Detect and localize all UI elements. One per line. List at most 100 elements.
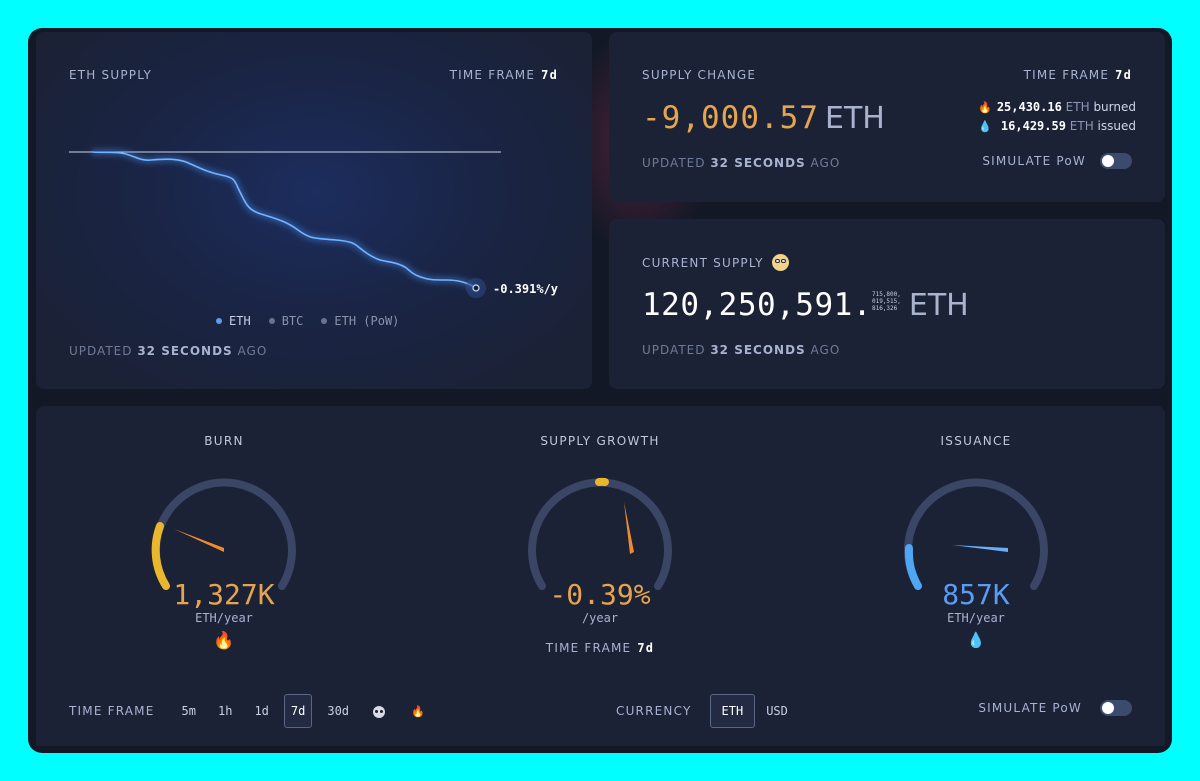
burn-gauge-value: 1,327K [173, 578, 275, 611]
issuance-gauge-unit: ETH/year [947, 611, 1005, 625]
supply-change-updated: UPDATED 32 SECONDS AGO [642, 156, 840, 170]
burn-gauge-needle [174, 529, 224, 552]
burn-gauge-fill [151, 522, 170, 590]
fire-icon: 🔥 [978, 101, 992, 114]
time-frame-selector-label: TIME FRAME [69, 704, 155, 718]
legend-eth-dot [216, 317, 222, 324]
supply-growth-gauge-track [528, 478, 672, 590]
issuance-gauge-readout: 857K ETH/year 💧 [876, 578, 1076, 649]
time-frame-value: 7d [541, 68, 558, 82]
eth-supply-updated: UPDATED 32 SECONDS AGO [69, 344, 267, 358]
eth-supply-time-frame: TIME FRAME 7d [450, 68, 558, 82]
burn-gauge: BURN [124, 434, 324, 448]
supply-growth-gauge-needle [624, 502, 634, 554]
legend-btc[interactable]: BTC [268, 314, 304, 328]
issued-value: 16,429.59 [1000, 119, 1066, 133]
supply-line [91, 151, 477, 289]
burn-gauge-unit: ETH/year [195, 611, 253, 625]
issuance-gauge-needle [952, 545, 1008, 552]
updated-prefix: UPDATED [69, 344, 133, 358]
supply-change-title: SUPPLY CHANGE [642, 68, 757, 82]
current-supply-title: CURRENT SUPPLY [642, 255, 764, 270]
supply-growth-gauge-value: -0.39% [549, 578, 651, 611]
currency-usd-button[interactable]: USD [766, 704, 788, 718]
simulate-pow-label: SIMULATE PoW [982, 154, 1086, 168]
decimals-line-2: 019,515, [871, 298, 901, 305]
burned-stat: 🔥 25,430.16 ETH burned [978, 100, 1136, 114]
legend-eth-pow-dot [321, 317, 328, 324]
eth-supply-card: ETH SUPPLY TIME FRAME 7d -0.391%/y ETH BT… [36, 32, 592, 389]
bottom-simulate-pow-control: SIMULATE PoW [978, 700, 1132, 716]
dashboard-frame: ETH SUPPLY TIME FRAME 7d -0.391%/y ETH BT… [28, 28, 1172, 753]
burned-label: burned [1093, 100, 1136, 114]
supply-growth-gauge-dial [528, 477, 672, 590]
supply-growth-gauge-unit: /year [581, 611, 619, 625]
burned-value: 25,430.16 [996, 100, 1062, 114]
legend-eth-label: ETH [229, 314, 251, 328]
current-supply-unit: ETH [908, 288, 969, 323]
decimals-line-3: 816,326 [871, 305, 898, 312]
currency-selector: CURRENCY ETH USD [616, 694, 791, 728]
issuance-gauge-title: ISSUANCE [940, 434, 1012, 448]
time-frame-1d-button[interactable]: 1d [254, 704, 269, 718]
nerd-emoji-icon [771, 254, 789, 271]
updated-prefix: UPDATED [642, 343, 706, 357]
fire-icon: 🔥 [213, 631, 235, 651]
time-frame-30d-button[interactable]: 30d [327, 704, 350, 718]
control-bar: TIME FRAME 5m 1h 1d 7d 30d 🔥 CURRENCY ET… [36, 678, 1165, 746]
current-supply-title-row: CURRENT SUPPLY [642, 254, 789, 271]
legend-eth-pow-label: ETH (PoW) [334, 314, 400, 328]
currency-eth-button[interactable]: ETH [709, 694, 756, 728]
burn-gauge-dial [151, 478, 296, 590]
legend-eth[interactable]: ETH [216, 314, 251, 328]
droplet-icon: 💧 [966, 631, 986, 649]
simulate-pow-toggle[interactable] [1100, 153, 1132, 169]
time-frame-label: TIME FRAME [1023, 68, 1110, 82]
time-frame-value: 7d [1115, 68, 1132, 82]
legend-btc-dot [268, 317, 275, 324]
eth-supply-title: ETH SUPPLY [69, 68, 153, 82]
current-supply-updated: UPDATED 32 SECONDS AGO [642, 343, 840, 357]
issued-label: issued [1097, 119, 1136, 133]
time-frame-1h-button[interactable]: 1h [217, 704, 233, 718]
supply-change-amount-row: -9,000.57 ETH [642, 100, 885, 136]
updated-suffix: AGO [810, 156, 841, 170]
burned-unit: ETH [1065, 100, 1090, 114]
panda-icon[interactable] [364, 697, 394, 725]
issuance-gauge: ISSUANCE [876, 434, 1076, 448]
burn-gauge-track [152, 478, 296, 590]
updated-prefix: UPDATED [642, 156, 706, 170]
currency-selector-label: CURRENCY [616, 704, 692, 718]
issuance-gauge-dial [904, 478, 1048, 590]
legend-btc-label: BTC [281, 314, 304, 328]
supply-end-label: -0.391%/y [493, 282, 558, 296]
chart-legend: ETH BTC ETH (PoW) [216, 314, 399, 328]
flame-small-icon[interactable]: 🔥 [411, 704, 425, 718]
droplet-icon: 💧 [978, 120, 992, 133]
current-supply-decimals: 715,800, 019,515, 816,326 [872, 291, 901, 312]
issued-stat: 💧 16,429.59 ETH issued [978, 119, 1136, 133]
issuance-gauge-value: 857K [942, 578, 1010, 611]
current-supply-card: CURRENT SUPPLY 120,250,591. 715,800, 019… [609, 219, 1165, 389]
time-frame-label: TIME FRAME [545, 641, 632, 655]
supply-change-card: SUPPLY CHANGE TIME FRAME 7d -9,000.57 ETH … [609, 32, 1165, 202]
issued-unit: ETH [1069, 119, 1094, 133]
supply-line-glow [91, 149, 478, 291]
supply-growth-gauge-readout: -0.39% /year TIME FRAME 7d [500, 578, 700, 655]
issuance-gauge-track [904, 478, 1048, 590]
supply-chart[interactable]: -0.391%/y [36, 32, 592, 389]
current-supply-amount-row: 120,250,591. 715,800, 019,515, 816,326 E… [642, 287, 969, 325]
bottom-simulate-pow-toggle[interactable] [1100, 700, 1132, 716]
supply-growth-time-frame: TIME FRAME 7d [500, 641, 700, 655]
updated-value: 32 SECONDS [137, 344, 233, 358]
time-frame-7d-button[interactable]: 7d [283, 694, 313, 728]
legend-eth-pow[interactable]: ETH (PoW) [321, 314, 399, 328]
updated-suffix: AGO [237, 344, 268, 358]
burn-gauge-title: BURN [204, 434, 244, 448]
current-supply-amount: 120,250,591. [642, 287, 872, 323]
supply-growth-gauge-title: SUPPLY GROWTH [540, 434, 660, 448]
time-frame-5m-button[interactable]: 5m [181, 704, 196, 718]
supply-change-time-frame: TIME FRAME 7d [1024, 68, 1132, 82]
supply-end-point[interactable] [472, 284, 480, 292]
updated-suffix: AGO [810, 343, 841, 357]
